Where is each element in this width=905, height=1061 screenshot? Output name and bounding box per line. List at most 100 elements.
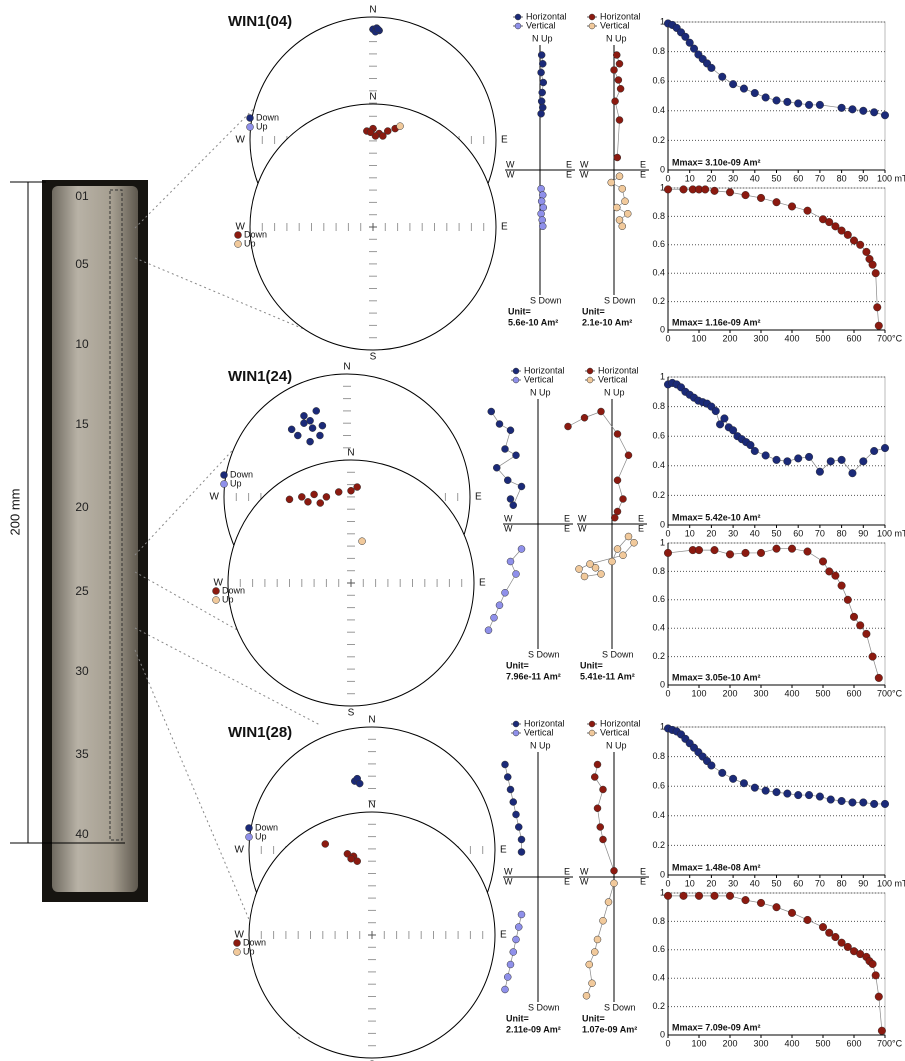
decay-point bbox=[872, 972, 880, 980]
path-line bbox=[568, 412, 629, 518]
legend-marker bbox=[513, 721, 519, 727]
x-tick-label: 700°C bbox=[877, 1038, 903, 1048]
demag-point bbox=[518, 546, 525, 553]
mmax-annotation: Mmax= 3.05e-10 Am² bbox=[672, 672, 760, 682]
mmax-annotation: Mmax= 7.09e-09 Am² bbox=[672, 1022, 760, 1032]
west-label: W bbox=[506, 159, 515, 169]
east-label: E bbox=[564, 876, 570, 886]
demag-point bbox=[502, 986, 509, 993]
legend-label: Vertical bbox=[600, 727, 630, 737]
x-tick-label: 400 bbox=[784, 1038, 799, 1048]
demag-point bbox=[624, 210, 631, 217]
y-tick-label: 0.6 bbox=[652, 781, 665, 791]
demag-point bbox=[502, 761, 509, 768]
x-tick-label: 80 bbox=[837, 173, 847, 183]
west-label: W bbox=[504, 876, 513, 886]
direction-point bbox=[335, 488, 342, 495]
unit-value: 5.41e-11 Am² bbox=[580, 671, 635, 681]
decay-point bbox=[695, 546, 703, 554]
legend-marker bbox=[235, 241, 242, 248]
y-tick-label: 0.6 bbox=[652, 239, 665, 249]
decay-point bbox=[849, 799, 857, 807]
legend-label: Vertical bbox=[526, 20, 556, 30]
decay-point bbox=[832, 572, 840, 580]
plot-frame bbox=[668, 188, 885, 330]
legend-label: Up bbox=[222, 594, 234, 604]
demag-point bbox=[513, 936, 520, 943]
y-tick-label: 0 bbox=[660, 324, 665, 334]
y-tick-label: 0.6 bbox=[652, 76, 665, 86]
decay-point bbox=[804, 207, 812, 215]
direction-point bbox=[288, 426, 295, 433]
x-tick-label: 600 bbox=[846, 333, 861, 343]
decay-point bbox=[819, 923, 827, 931]
down-label: S Down bbox=[604, 295, 636, 305]
direction-point bbox=[359, 538, 366, 545]
figure: 200 mm 010510152025303540WIN1(04)NEWDown… bbox=[0, 0, 905, 1061]
y-tick-label: 0.2 bbox=[652, 1001, 665, 1011]
x-tick-label: 300 bbox=[753, 1038, 768, 1048]
decay-point bbox=[680, 892, 688, 900]
x-tick-label: 0 bbox=[665, 173, 670, 183]
east-label: E bbox=[564, 513, 570, 523]
demag-point bbox=[611, 514, 618, 521]
decay-point bbox=[869, 653, 877, 661]
decay-point bbox=[740, 779, 748, 787]
x-tick-label: 100 mT bbox=[877, 528, 905, 538]
demag-point bbox=[608, 179, 615, 186]
y-tick-label: 1 bbox=[660, 16, 665, 26]
y-tick-label: 0.6 bbox=[652, 944, 665, 954]
direction-point bbox=[322, 840, 329, 847]
demag-point bbox=[540, 204, 547, 211]
unit-prefix: Unit= bbox=[580, 660, 603, 670]
decay-point bbox=[718, 73, 726, 81]
y-tick-label: 0 bbox=[660, 519, 665, 529]
x-tick-label: 200 bbox=[722, 688, 737, 698]
depth-label: 15 bbox=[75, 417, 89, 431]
demag-point bbox=[597, 824, 604, 831]
decay-point bbox=[856, 622, 864, 630]
demag-point bbox=[538, 185, 545, 192]
x-tick-label: 70 bbox=[815, 173, 825, 183]
demag-point bbox=[502, 589, 509, 596]
unit-value: 2.1e-10 Am² bbox=[582, 317, 632, 327]
decay-point bbox=[804, 916, 812, 924]
decay-point bbox=[838, 582, 846, 590]
direction-point bbox=[304, 498, 311, 505]
x-tick-label: 700°C bbox=[877, 688, 903, 698]
direction-point bbox=[313, 407, 320, 414]
compass-e: E bbox=[500, 930, 507, 941]
x-tick-label: 400 bbox=[784, 688, 799, 698]
demag-point bbox=[611, 880, 618, 887]
x-tick-label: 200 bbox=[722, 1038, 737, 1048]
y-tick-label: 0.2 bbox=[652, 840, 665, 850]
demag-point bbox=[513, 452, 520, 459]
demag-point bbox=[504, 774, 511, 781]
demag-point bbox=[496, 602, 503, 609]
demag-point bbox=[594, 936, 601, 943]
demag-point bbox=[539, 217, 546, 224]
demag-point bbox=[591, 774, 598, 781]
x-tick-label: 50 bbox=[771, 878, 781, 888]
decay-point bbox=[794, 791, 802, 799]
demag-point bbox=[539, 89, 546, 96]
x-tick-label: 200 bbox=[722, 333, 737, 343]
x-tick-label: 90 bbox=[858, 878, 868, 888]
demag-point bbox=[589, 980, 596, 987]
direction-point bbox=[298, 493, 305, 500]
y-tick-label: 0.2 bbox=[652, 651, 665, 661]
demag-point bbox=[510, 502, 517, 509]
scale-label: 200 mm bbox=[7, 489, 22, 536]
decay-point bbox=[870, 108, 878, 116]
decay-point bbox=[784, 790, 792, 798]
decay-point bbox=[856, 241, 864, 249]
down-label: S Down bbox=[530, 295, 562, 305]
x-tick-label: 10 bbox=[685, 878, 695, 888]
x-tick-label: 80 bbox=[837, 528, 847, 538]
decay-point bbox=[878, 1027, 886, 1035]
demag-point bbox=[515, 924, 522, 931]
x-tick-label: 50 bbox=[771, 173, 781, 183]
depth-label: 10 bbox=[75, 337, 89, 351]
decay-point bbox=[827, 458, 835, 466]
path-line bbox=[595, 765, 614, 871]
